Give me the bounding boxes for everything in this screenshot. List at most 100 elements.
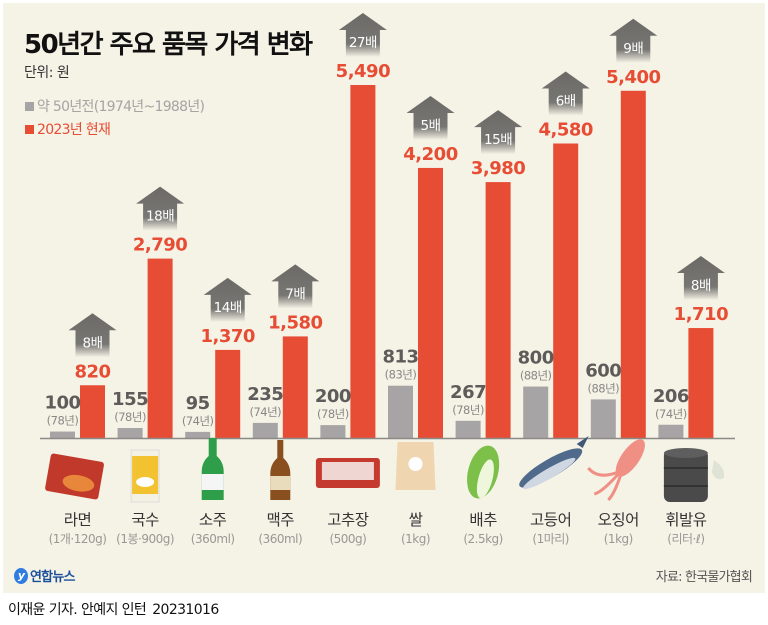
soju-bottle-icon	[201, 438, 224, 500]
category-spec-label: (2.5kg)	[463, 532, 503, 546]
category-spec-label: (360ml)	[258, 532, 302, 546]
now-value-label: 1,580	[268, 312, 322, 333]
category-spec-label: (1봉·900g)	[116, 532, 174, 546]
multiplier-label: 8배	[691, 278, 711, 294]
past-year-label: (78년)	[452, 403, 484, 417]
bar-past-4	[320, 425, 346, 438]
bar-now-7	[553, 143, 579, 438]
now-value-label: 1,370	[200, 326, 254, 347]
bar-now-5	[418, 167, 443, 438]
multiplier-label: 6배	[556, 94, 576, 110]
bar-past-9	[658, 424, 684, 438]
category-label: 쌀	[409, 511, 423, 529]
past-year-label: (88년)	[587, 381, 619, 395]
category-spec-label: (리터·ℓ)	[667, 532, 704, 546]
bar-now-8	[620, 90, 646, 438]
past-value-label: 813	[382, 347, 418, 368]
category-label: 고등어	[530, 511, 571, 529]
category-label: 라면	[64, 511, 92, 529]
growth-arrow-icon	[406, 95, 455, 140]
now-value-label: 4,580	[538, 120, 592, 141]
bar-past-6	[455, 420, 481, 438]
yonhap-logo-icon: y	[14, 567, 28, 584]
past-value-label: 600	[585, 360, 621, 381]
category-spec-label: (1마리)	[532, 532, 569, 546]
past-value-label: 100	[44, 393, 80, 414]
category-spec-label: (1kg)	[604, 532, 633, 546]
multiplier-label: 27배	[349, 35, 377, 51]
ramen-package-icon	[45, 453, 104, 500]
legend-swatch-now	[25, 124, 34, 134]
logo-text: 연합뉴스	[30, 570, 75, 585]
legend-item-now: 2023년 현재	[25, 119, 111, 139]
multiplier-label: 15배	[484, 132, 512, 148]
past-year-label: (78년)	[317, 407, 349, 421]
bar-past-0	[50, 431, 75, 438]
past-value-label: 95	[186, 393, 210, 414]
now-value-label: 4,200	[403, 144, 457, 165]
credit-text: 이재윤 기자. 안예지 인턴	[8, 602, 147, 618]
category-label: 국수	[131, 511, 159, 529]
category-label: 맥주	[267, 511, 295, 529]
cabbage-icon	[467, 445, 500, 499]
now-value-label: 5,400	[606, 67, 660, 88]
oil-barrel-icon	[663, 448, 725, 502]
category-label: 휘발유	[665, 511, 707, 529]
multiplier-label: 7배	[285, 286, 305, 302]
multiplier-label: 14배	[214, 300, 242, 316]
unit-label: 단위: 원	[24, 65, 70, 81]
multiplier-label: 9배	[623, 41, 643, 57]
bar-now-9	[688, 328, 714, 438]
category-label: 소주	[199, 511, 227, 529]
past-year-label: (78년)	[47, 414, 79, 428]
bar-past-1	[117, 428, 143, 438]
credit-line: 이재윤 기자. 안예지 인턴 20231016	[8, 599, 219, 619]
beer-bottle-icon	[270, 440, 291, 500]
past-year-label: (74년)	[249, 405, 281, 419]
squid-icon	[587, 439, 645, 502]
growth-arrow-icon	[338, 13, 387, 57]
past-value-label: 200	[315, 386, 351, 407]
multiplier-label: 18배	[146, 209, 174, 225]
growth-arrow-icon	[541, 71, 590, 116]
past-year-label: (78년)	[114, 410, 146, 424]
bar-now-1	[147, 258, 173, 438]
yonhap-logo: y 연합뉴스	[14, 566, 75, 585]
past-value-label: 235	[247, 384, 283, 405]
now-value-label: 2,790	[133, 235, 187, 256]
growth-arrow-icon	[676, 256, 725, 301]
noodle-package-icon	[130, 449, 160, 503]
credit-date: 20231016	[152, 602, 219, 618]
legend-label-now: 2023년 현재	[37, 122, 111, 138]
growth-arrow-icon	[68, 313, 117, 358]
now-value-label: 1,710	[674, 304, 728, 325]
past-year-label: (88년)	[520, 369, 552, 383]
bar-now-4	[350, 85, 376, 438]
growth-arrow-icon	[136, 186, 185, 231]
legend-swatch-past	[25, 101, 34, 111]
category-spec-label: (1개·120g)	[49, 532, 107, 546]
now-value-label: 5,490	[336, 61, 390, 82]
growth-arrow-icon	[203, 277, 252, 322]
mackerel-icon	[519, 436, 589, 490]
category-spec-label: (500g)	[329, 532, 366, 546]
category-label: 배추	[469, 511, 497, 529]
growth-arrow-icon	[474, 110, 523, 155]
now-value-label: 3,980	[471, 158, 525, 179]
now-value-label: 820	[74, 361, 110, 382]
footer-bar	[3, 555, 765, 593]
past-year-label: (74년)	[655, 407, 687, 421]
bar-past-5	[388, 385, 413, 438]
growth-arrow-icon	[609, 18, 658, 63]
legend-label-past: 약 50년전(1974년~1988년)	[37, 99, 205, 115]
category-spec-label: (360ml)	[191, 532, 235, 546]
bar-past-3	[252, 422, 278, 438]
category-label: 고추장	[327, 511, 369, 529]
bar-past-7	[523, 386, 549, 438]
bar-now-6	[485, 182, 511, 438]
past-value-label: 800	[518, 348, 554, 369]
bar-chart: 100(78년)8208배155(78년)2,79018배95(74년)1,37…	[40, 13, 735, 546]
legend-item-past: 약 50년전(1974년~1988년)	[25, 96, 205, 116]
bar-now-2	[215, 349, 241, 438]
gochujang-tub-icon	[315, 458, 380, 488]
